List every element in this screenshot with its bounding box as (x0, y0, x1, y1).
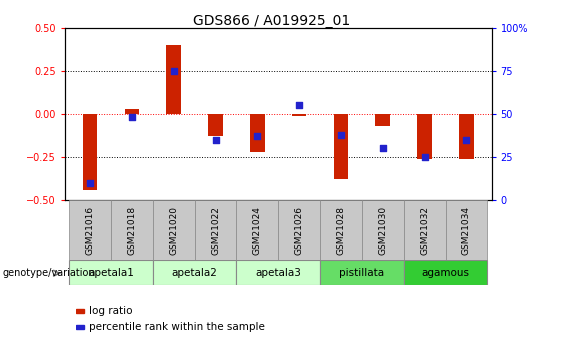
Bar (279, 200, 320, 260)
Bar (111, 200, 153, 260)
Text: GSM21020: GSM21020 (169, 206, 178, 255)
Text: apetala1: apetala1 (88, 268, 134, 277)
Bar (250, 114, 264, 152)
Text: GSM21034: GSM21034 (462, 206, 471, 255)
Point (169, 68, 178, 73)
Bar (69, 260, 153, 285)
Point (420, 154, 429, 160)
Text: GSM21022: GSM21022 (211, 206, 220, 255)
Text: apetala2: apetala2 (172, 268, 218, 277)
Text: genotype/variation: genotype/variation (3, 268, 95, 278)
Point (85, 180, 94, 186)
Bar (153, 200, 194, 260)
Text: agamous: agamous (421, 268, 470, 277)
Text: GSM21024: GSM21024 (253, 206, 262, 255)
Bar (166, 45, 181, 114)
Bar (418, 114, 432, 159)
Bar (404, 200, 446, 260)
Bar (376, 114, 390, 126)
Bar (208, 114, 223, 136)
Text: GSM21030: GSM21030 (379, 206, 388, 255)
Bar (194, 200, 236, 260)
Bar (236, 260, 320, 285)
Bar (334, 114, 348, 179)
Text: GSM21026: GSM21026 (295, 206, 303, 255)
Point (295, 102, 304, 108)
Text: GSM21018: GSM21018 (127, 206, 136, 255)
Text: pistillata: pistillata (340, 268, 384, 277)
Bar (236, 200, 279, 260)
Text: GSM21028: GSM21028 (337, 206, 345, 255)
Bar (320, 200, 362, 260)
Bar (69, 200, 111, 260)
Text: log ratio: log ratio (89, 306, 132, 315)
Bar (153, 260, 236, 285)
Bar (362, 200, 404, 260)
Bar (292, 114, 306, 116)
Text: GSM21032: GSM21032 (420, 206, 429, 255)
Text: GDS866 / A019925_01: GDS866 / A019925_01 (193, 14, 350, 28)
Bar (404, 260, 488, 285)
Bar (320, 260, 404, 285)
Point (211, 137, 220, 142)
Text: GSM21016: GSM21016 (85, 206, 94, 255)
Bar (76, 309, 84, 313)
Text: apetala3: apetala3 (255, 268, 301, 277)
Bar (124, 109, 139, 114)
Point (337, 132, 346, 137)
Point (127, 115, 136, 120)
Point (379, 146, 388, 151)
Point (462, 137, 471, 142)
Bar (459, 114, 474, 159)
Text: percentile rank within the sample: percentile rank within the sample (89, 322, 264, 332)
Bar (446, 200, 488, 260)
Bar (76, 325, 84, 329)
Point (253, 134, 262, 139)
Bar (82, 114, 97, 190)
